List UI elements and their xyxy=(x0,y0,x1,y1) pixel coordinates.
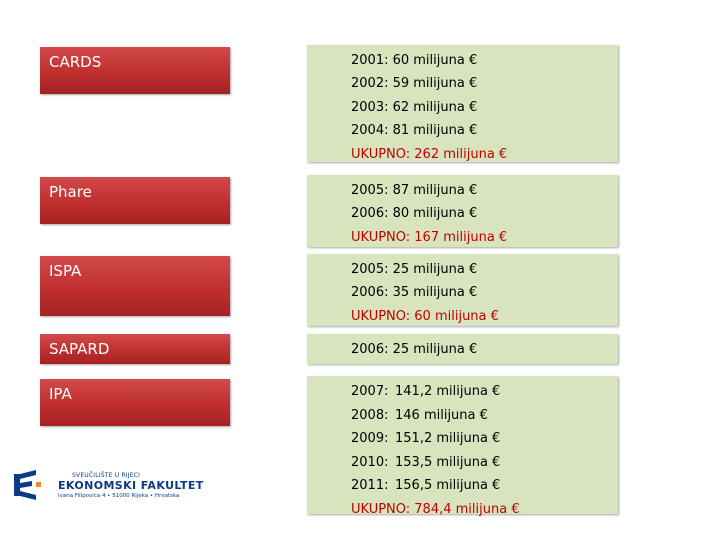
value-line: 2006: 25 milijuna € xyxy=(351,342,478,357)
program-label-cards: CARDS xyxy=(40,47,230,94)
logo-university-text: SVEUČILIŠTE U RIJECI xyxy=(72,472,141,479)
program-label-ipa: IPA xyxy=(40,379,230,426)
faculty-logo: SVEUČILIŠTE U RIJECI EKONOMSKI FAKULTET … xyxy=(14,466,204,504)
value-line: 2003: 62 milijuna € xyxy=(351,99,478,115)
total-line: UKUPNO: 262 milijuna € xyxy=(351,146,508,162)
program-values-cards: 2001: 60 milijuna € 2002: 59 milijuna € … xyxy=(307,45,618,162)
total-line: UKUPNO: 167 milijuna € xyxy=(351,229,508,245)
value-line: 2001: 60 milijuna € xyxy=(351,53,478,68)
program-label-phare: Phare xyxy=(40,177,230,224)
program-values-phare: 2005: 87 milijuna € 2006: 80 milijuna € … xyxy=(307,175,618,247)
program-values-ipa: 2007: 141,2 milijuna € 2008: 146 milijuna … xyxy=(307,376,618,517)
value-line: 2004: 81 milijuna € xyxy=(351,123,478,139)
logo-address: Ivana Filipovića 4 • 51000 Rijeka • Hrva… xyxy=(58,493,180,499)
value-line: 2008: 146 milijuna € xyxy=(351,407,488,423)
value-line: 2010: 153,5 milijuna € xyxy=(351,454,501,470)
value-line: 2011: 156,5 milijuna € xyxy=(351,478,501,493)
value-line: 2009: 151,2 milijuna € xyxy=(351,431,501,446)
value-line: 2007: 141,2 milijuna € xyxy=(351,384,501,399)
logo-faculty-name: EKONOMSKI FAKULTET xyxy=(58,479,204,492)
value-line: 2006: 80 milijuna € xyxy=(351,206,478,222)
program-values-sapard: 2006: 25 milijuna € xyxy=(307,334,618,364)
program-name: CARDS xyxy=(49,53,102,71)
value-line: 2006: 35 milijuna € xyxy=(351,285,478,301)
value-line: 2005: 25 milijuna € xyxy=(351,262,478,277)
program-name: Phare xyxy=(49,183,92,201)
value-line: 2002: 59 milijuna € xyxy=(351,76,478,92)
faculty-logo-icon xyxy=(14,470,41,500)
program-name: ISPA xyxy=(49,262,82,280)
total-line: UKUPNO: 60 milijuna € xyxy=(351,308,499,324)
program-values-ispa: 2005: 25 milijuna € 2006: 35 milijuna € … xyxy=(307,254,618,326)
total-line: UKUPNO: 784,4 milijuna € xyxy=(351,501,520,517)
value-line: 2005: 87 milijuna € xyxy=(351,183,478,198)
program-name: IPA xyxy=(49,385,72,403)
program-label-ispa: ISPA xyxy=(40,256,230,316)
program-label-sapard: SAPARD xyxy=(40,334,230,364)
program-name: SAPARD xyxy=(49,340,110,358)
